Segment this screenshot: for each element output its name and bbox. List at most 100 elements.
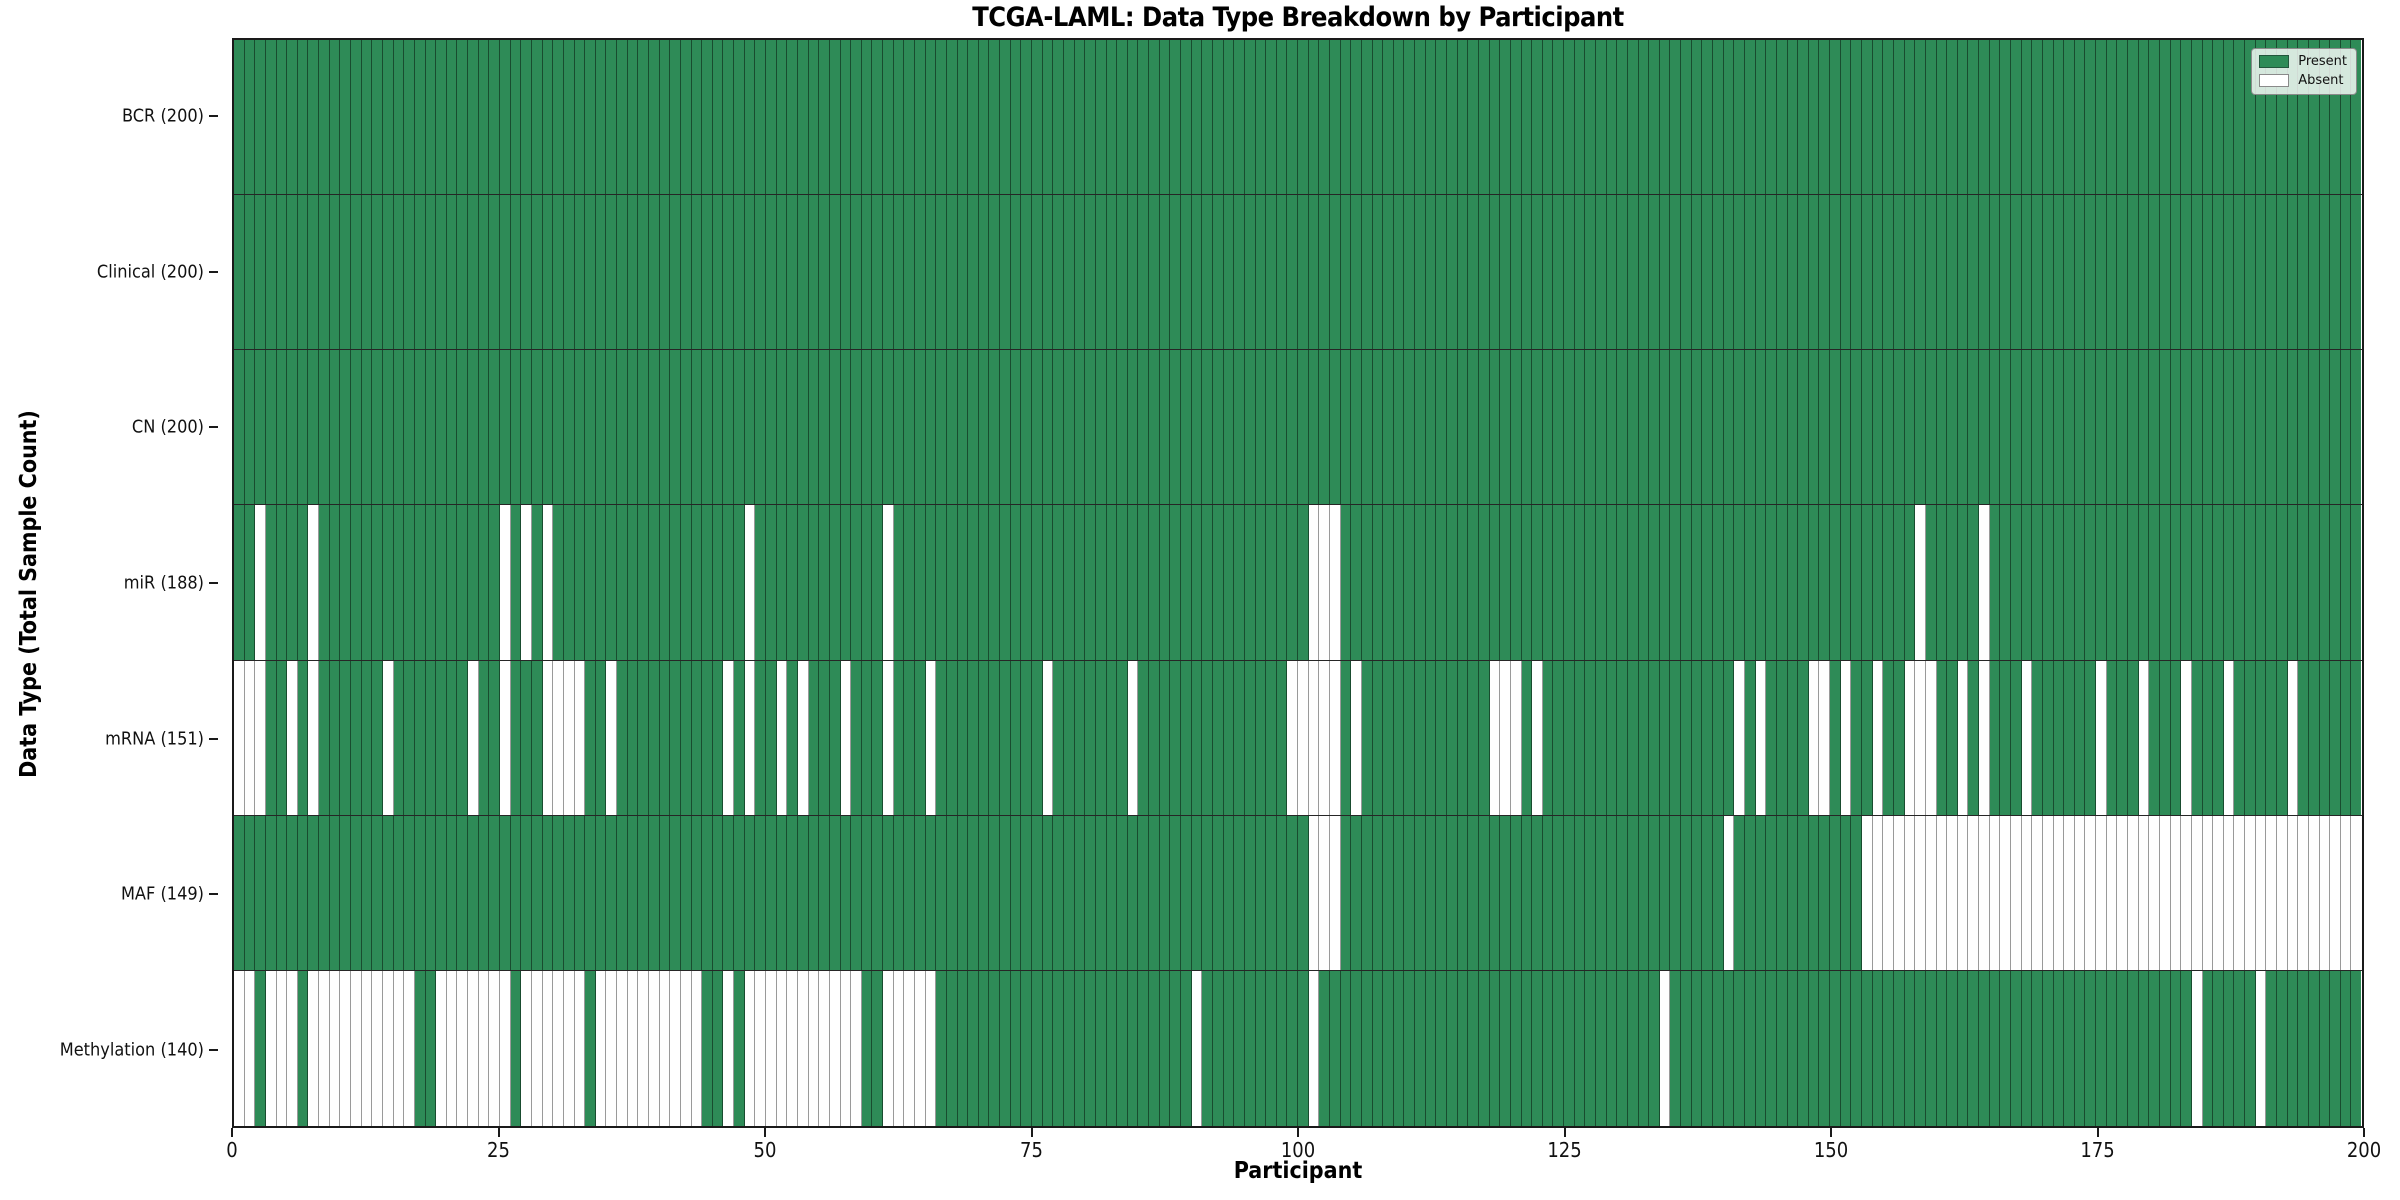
cell — [1329, 350, 1341, 505]
cell — [1021, 505, 1033, 660]
cell — [2159, 350, 2171, 505]
cell — [1670, 970, 1682, 1126]
cell — [1372, 195, 1384, 350]
cell — [861, 815, 873, 970]
cell — [265, 815, 277, 970]
cell — [1489, 970, 1501, 1126]
cell — [1127, 350, 1139, 505]
cell — [1585, 505, 1596, 660]
cell — [1542, 350, 1554, 505]
cell — [510, 350, 522, 505]
cell — [1766, 195, 1777, 350]
cell — [1798, 815, 1809, 970]
cell — [2287, 195, 2299, 350]
cell — [936, 970, 947, 1126]
cell — [819, 505, 830, 660]
cell — [1947, 40, 1958, 195]
cell — [372, 195, 383, 350]
cell — [446, 505, 458, 660]
cell — [2138, 40, 2150, 195]
cell — [617, 350, 628, 505]
cell — [1830, 350, 1841, 505]
cell — [744, 660, 756, 815]
cell — [1542, 815, 1554, 970]
cell — [680, 505, 692, 660]
cell — [2255, 970, 2267, 1126]
cell — [723, 505, 735, 660]
cell — [968, 815, 979, 970]
cell — [712, 815, 724, 970]
cell — [2191, 195, 2203, 350]
cell — [1085, 505, 1096, 660]
cell — [1532, 660, 1543, 815]
cell — [1468, 505, 1479, 660]
cell — [2319, 40, 2331, 195]
cell — [1372, 815, 1384, 970]
cell — [1638, 195, 1650, 350]
cell — [1596, 815, 1607, 970]
cell — [1372, 40, 1384, 195]
cell — [1159, 505, 1171, 660]
cell — [1361, 350, 1373, 505]
cell — [915, 815, 926, 970]
cell — [1862, 40, 1873, 195]
cell — [829, 970, 841, 1126]
cell — [2074, 40, 2086, 195]
cell — [755, 350, 767, 505]
cell — [1032, 815, 1043, 970]
cell — [1447, 195, 1458, 350]
cell — [1191, 195, 1203, 350]
cell — [2064, 970, 2075, 1126]
cell — [1617, 350, 1628, 505]
y-tick-label-BCR: BCR (200) — [121, 105, 204, 127]
cell — [404, 40, 415, 195]
cell — [776, 350, 788, 505]
cell — [638, 660, 649, 815]
cell — [489, 195, 501, 350]
cell — [2032, 970, 2043, 1126]
cell — [287, 970, 298, 1126]
cell — [1925, 195, 1937, 350]
cell — [617, 815, 628, 970]
absent-swatch-icon — [2259, 74, 2290, 87]
cell — [1223, 815, 1235, 970]
cell — [2159, 660, 2171, 815]
cell — [393, 505, 405, 660]
cell — [648, 505, 660, 660]
x-tick-mark — [1297, 1128, 1299, 1137]
cell — [883, 660, 894, 815]
y-tick-label-Clinical: Clinical (200) — [96, 261, 204, 283]
cell — [1957, 40, 1969, 195]
cell — [1862, 350, 1873, 505]
cell — [425, 40, 437, 195]
cell — [1840, 195, 1852, 350]
cell — [1436, 505, 1448, 660]
cell — [1798, 660, 1809, 815]
cell — [1691, 970, 1703, 1126]
cell — [276, 660, 288, 815]
cell — [1170, 815, 1182, 970]
cell — [1862, 815, 1873, 970]
cell — [1489, 40, 1501, 195]
cell — [936, 195, 947, 350]
cell — [521, 350, 532, 505]
cell — [1808, 505, 1820, 660]
cell — [1766, 505, 1777, 660]
cell — [468, 505, 479, 660]
cell — [1787, 660, 1799, 815]
cell — [1106, 195, 1118, 350]
cell — [1521, 350, 1533, 505]
cell — [308, 970, 320, 1126]
cell — [1010, 505, 1022, 660]
cell — [425, 350, 437, 505]
cell — [1212, 40, 1224, 195]
cell — [1851, 505, 1863, 660]
cell — [1691, 505, 1703, 660]
cell — [744, 505, 756, 660]
cell — [2298, 970, 2309, 1126]
cell — [2106, 505, 2118, 660]
cell — [510, 815, 522, 970]
cell — [1010, 40, 1022, 195]
cell — [1138, 660, 1150, 815]
cell — [446, 195, 458, 350]
